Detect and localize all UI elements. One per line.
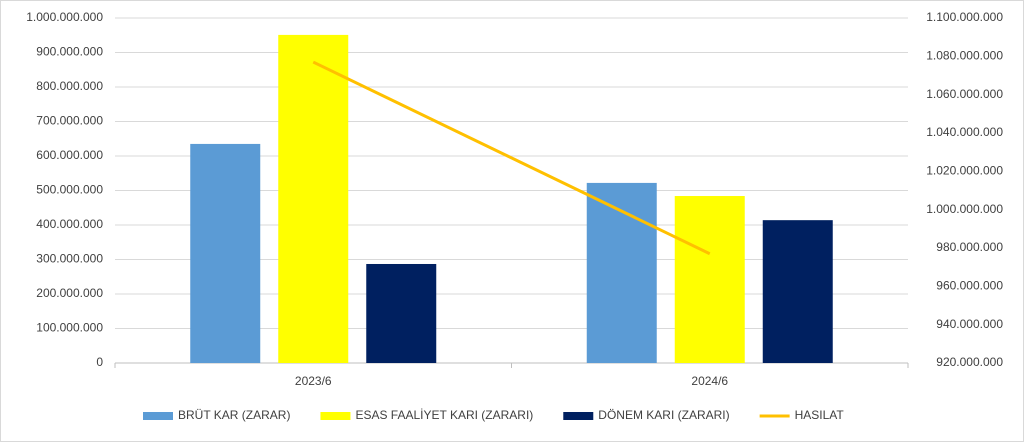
bar — [586, 182, 657, 363]
y2-tick-label: 920.000.000 — [936, 355, 1003, 369]
bar — [366, 263, 437, 363]
bar — [278, 34, 349, 363]
y2-tick-label: 980.000.000 — [936, 240, 1003, 254]
y-tick-label: 0 — [96, 355, 103, 369]
bar — [762, 220, 833, 363]
y-tick-label: 700.000.000 — [36, 114, 103, 128]
y-tick-label: 600.000.000 — [36, 148, 103, 162]
x-tick-label: 2024/6 — [691, 374, 728, 388]
y-tick-label: 500.000.000 — [36, 183, 103, 197]
y2-tick-label: 1.000.000.000 — [926, 202, 1003, 216]
legend-swatch — [143, 412, 173, 420]
legend-label: ESAS FAALİYET KARI (ZARARI) — [355, 408, 533, 422]
y-tick-label: 300.000.000 — [36, 252, 103, 266]
y-tick-label: 1.000.000.000 — [26, 10, 103, 24]
y-tick-label: 100.000.000 — [36, 321, 103, 335]
bar — [674, 196, 745, 363]
y2-tick-label: 1.080.000.000 — [926, 49, 1003, 63]
y2-tick-label: 940.000.000 — [936, 317, 1003, 331]
y-tick-label: 200.000.000 — [36, 286, 103, 300]
y2-tick-label: 1.100.000.000 — [926, 10, 1003, 24]
line — [312, 60, 711, 256]
y2-tick-label: 1.060.000.000 — [926, 87, 1003, 101]
y-tick-label: 400.000.000 — [36, 217, 103, 231]
y2-tick-label: 1.040.000.000 — [926, 125, 1003, 139]
legend-label: HASILAT — [795, 408, 845, 422]
legend-label: BRÜT KAR (ZARAR) — [178, 408, 290, 422]
y-tick-label: 900.000.000 — [36, 45, 103, 59]
legend-swatch — [563, 412, 594, 420]
y2-tick-label: 960.000.000 — [936, 279, 1003, 293]
y2-tick-label: 1.020.000.000 — [926, 164, 1003, 178]
y-tick-label: 800.000.000 — [36, 79, 103, 93]
legend-swatch — [320, 412, 351, 420]
bar — [190, 143, 261, 363]
x-tick-label: 2023/6 — [295, 374, 332, 388]
legend-label: DÖNEM KARI (ZARARI) — [598, 408, 729, 422]
